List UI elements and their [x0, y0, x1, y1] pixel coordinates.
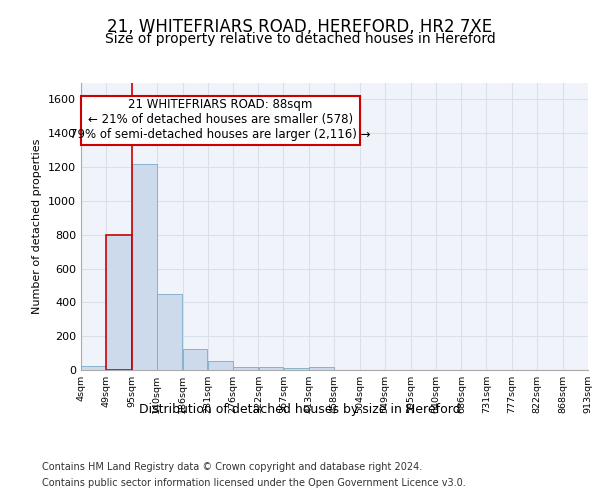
Text: ← 21% of detached houses are smaller (578): ← 21% of detached houses are smaller (57…	[88, 113, 353, 126]
Text: Size of property relative to detached houses in Hereford: Size of property relative to detached ho…	[104, 32, 496, 46]
Text: 21, WHITEFRIARS ROAD, HEREFORD, HR2 7XE: 21, WHITEFRIARS ROAD, HEREFORD, HR2 7XE	[107, 18, 493, 36]
Text: 21 WHITEFRIARS ROAD: 88sqm: 21 WHITEFRIARS ROAD: 88sqm	[128, 98, 313, 111]
Bar	[309, 366, 334, 370]
Bar	[259, 368, 283, 370]
Bar	[233, 366, 258, 370]
Bar	[182, 349, 208, 370]
Bar	[132, 164, 157, 370]
Text: Contains HM Land Registry data © Crown copyright and database right 2024.: Contains HM Land Registry data © Crown c…	[42, 462, 422, 472]
Bar	[81, 366, 106, 370]
Text: Distribution of detached houses by size in Hereford: Distribution of detached houses by size …	[139, 402, 461, 415]
Y-axis label: Number of detached properties: Number of detached properties	[32, 138, 43, 314]
Bar	[284, 368, 309, 370]
FancyBboxPatch shape	[81, 96, 360, 145]
Bar	[106, 234, 131, 370]
Bar	[157, 294, 182, 370]
Text: 79% of semi-detached houses are larger (2,116) →: 79% of semi-detached houses are larger (…	[70, 128, 371, 140]
Bar	[208, 360, 233, 370]
Text: Contains public sector information licensed under the Open Government Licence v3: Contains public sector information licen…	[42, 478, 466, 488]
